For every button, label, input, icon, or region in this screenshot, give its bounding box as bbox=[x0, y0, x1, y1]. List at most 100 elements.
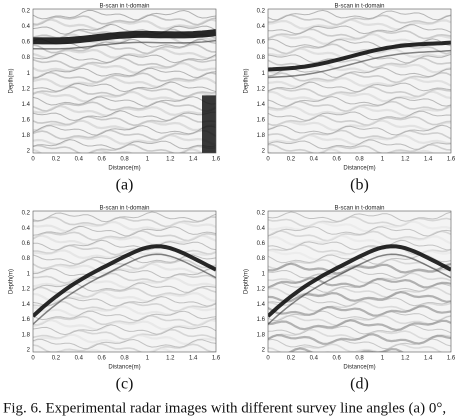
x-tick-label: 0.8 bbox=[355, 157, 364, 163]
y-tick-label: 0.2 bbox=[257, 211, 266, 217]
reflector bbox=[268, 253, 451, 325]
stripe bbox=[268, 14, 451, 26]
stripe bbox=[33, 18, 216, 31]
stripe bbox=[33, 262, 216, 275]
y-tick-label: 1.6 bbox=[22, 117, 31, 123]
y-tick-label: 0.2 bbox=[22, 9, 31, 15]
y-tick-label: 2 bbox=[27, 348, 31, 354]
stripe bbox=[33, 61, 216, 74]
plot-frame bbox=[267, 210, 452, 353]
y-tick-label: 1.2 bbox=[22, 287, 31, 293]
y-tick-label: 1.8 bbox=[257, 332, 266, 338]
stripe bbox=[268, 110, 451, 121]
stripe bbox=[33, 67, 216, 79]
stripe bbox=[268, 262, 451, 275]
stripe bbox=[33, 133, 216, 146]
stripe bbox=[33, 277, 216, 289]
x-axis-label: Distance(m) bbox=[108, 166, 140, 172]
stripe bbox=[268, 90, 451, 103]
stripe bbox=[33, 23, 216, 35]
y-tick-label: 1.4 bbox=[22, 302, 31, 308]
y-tick-label: 1.4 bbox=[257, 302, 266, 308]
x-tick-label: 0.8 bbox=[120, 356, 129, 362]
panel-label: (a) bbox=[116, 177, 134, 194]
radar-texture bbox=[33, 9, 216, 153]
x-tick-label: 0.8 bbox=[120, 157, 129, 163]
panel-label: (c) bbox=[116, 376, 134, 393]
stripe bbox=[268, 124, 451, 136]
y-axis-label: Depth(m) bbox=[9, 68, 15, 93]
stripe bbox=[287, 347, 451, 352]
stripe bbox=[33, 267, 216, 279]
reflector bbox=[268, 49, 451, 79]
y-tick-label: 2 bbox=[27, 149, 31, 155]
panel-label: (b) bbox=[350, 177, 369, 194]
x-tick-label: 0 bbox=[266, 157, 270, 163]
x-tick-label: 0.4 bbox=[75, 157, 84, 163]
x-tick-label: 1.6 bbox=[447, 356, 456, 362]
y-tick-label: 1 bbox=[262, 271, 266, 277]
stripe bbox=[33, 148, 205, 153]
x-tick-label: 1.4 bbox=[424, 157, 433, 163]
y-tick-label: 1.8 bbox=[22, 133, 31, 139]
stripe bbox=[33, 282, 216, 293]
x-axis-label: Distance(m) bbox=[343, 166, 375, 172]
stripe bbox=[33, 104, 216, 117]
y-tick-label: 0.4 bbox=[22, 226, 31, 232]
x-tick-label: 0 bbox=[266, 356, 270, 362]
stripe bbox=[33, 96, 216, 107]
stripe bbox=[33, 305, 216, 318]
y-tick-label: 0.6 bbox=[22, 40, 31, 46]
x-tick-label: 0.6 bbox=[332, 356, 341, 362]
stripe bbox=[33, 119, 216, 132]
x-tick-label: 0.2 bbox=[52, 157, 61, 163]
x-tick-label: 1 bbox=[381, 356, 385, 362]
stripe bbox=[268, 338, 451, 350]
x-tick-label: 0.2 bbox=[52, 356, 61, 362]
panel-title: B-scan in t-domain bbox=[99, 206, 149, 212]
x-tick-label: 1 bbox=[381, 157, 385, 163]
x-tick-label: 1.2 bbox=[401, 157, 410, 163]
stripe bbox=[268, 314, 451, 327]
x-tick-label: 0 bbox=[31, 356, 35, 362]
x-tick-label: 0.6 bbox=[332, 157, 341, 163]
x-tick-label: 1.2 bbox=[401, 356, 410, 362]
x-tick-label: 0.2 bbox=[287, 157, 296, 163]
x-tick-label: 0 bbox=[31, 157, 35, 163]
x-tick-label: 0.6 bbox=[97, 356, 106, 362]
y-tick-label: 1.8 bbox=[257, 133, 266, 139]
stripe bbox=[58, 347, 192, 352]
reflector bbox=[33, 39, 216, 50]
stripe bbox=[33, 110, 216, 122]
stripe bbox=[268, 286, 451, 299]
panel-title: B-scan in t-domain bbox=[99, 4, 149, 10]
stripe bbox=[268, 267, 451, 279]
y-tick-label: 1.2 bbox=[22, 86, 31, 92]
stripe bbox=[268, 57, 451, 69]
stripe bbox=[268, 119, 451, 132]
x-tick-label: 0.4 bbox=[310, 356, 319, 362]
y-tick-label: 0.6 bbox=[257, 241, 266, 247]
y-tick-label: 2 bbox=[262, 149, 266, 155]
stripe bbox=[33, 310, 216, 322]
x-tick-label: 1.6 bbox=[212, 157, 221, 163]
reflector bbox=[33, 253, 216, 325]
reflector bbox=[33, 244, 216, 318]
y-tick-label: 1.8 bbox=[22, 332, 31, 338]
stripe bbox=[33, 220, 216, 233]
x-tick-label: 1.6 bbox=[212, 356, 221, 362]
x-tick-label: 1 bbox=[146, 356, 150, 362]
x-tick-label: 1 bbox=[146, 157, 150, 163]
panel-title: B-scan in t-domain bbox=[334, 4, 384, 10]
stripe bbox=[33, 225, 216, 237]
y-tick-label: 1.2 bbox=[257, 287, 266, 293]
x-tick-label: 1.4 bbox=[424, 356, 433, 362]
stripe bbox=[268, 71, 451, 84]
y-tick-label: 0.4 bbox=[257, 226, 266, 232]
x-tick-label: 0.8 bbox=[355, 356, 364, 362]
x-tick-label: 1.2 bbox=[166, 356, 175, 362]
x-tick-label: 0.6 bbox=[97, 157, 106, 163]
y-tick-label: 0.6 bbox=[22, 241, 31, 247]
stripe bbox=[268, 216, 451, 228]
